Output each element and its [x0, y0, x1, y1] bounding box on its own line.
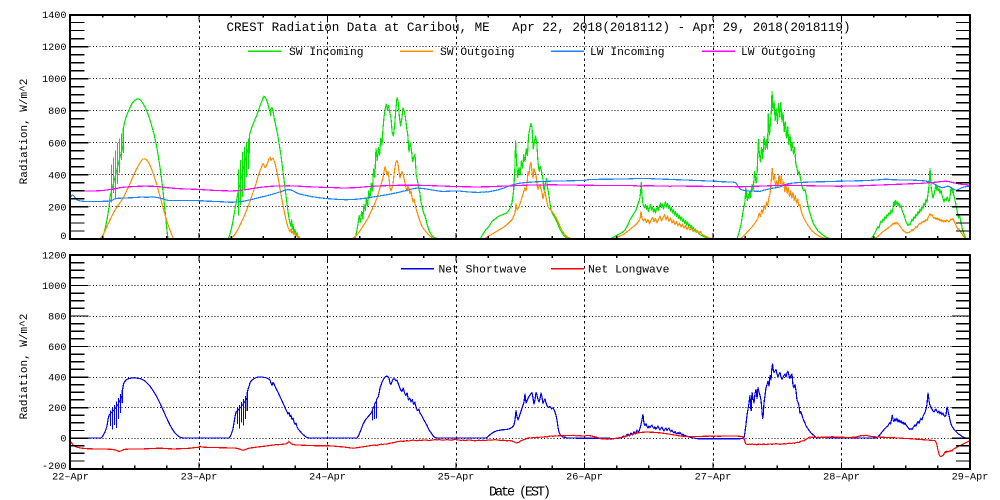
svg-text:600: 600	[48, 139, 66, 150]
svg-text:1200: 1200	[42, 252, 66, 263]
svg-text:22–Apr: 22–Apr	[52, 473, 89, 484]
svg-text:26–Apr: 26–Apr	[566, 473, 603, 484]
svg-text:23–Apr: 23–Apr	[181, 473, 218, 484]
svg-text:27–Apr: 27–Apr	[695, 473, 732, 484]
svg-text:Net Shortwave: Net Shortwave	[439, 265, 527, 277]
svg-text:1400: 1400	[42, 11, 66, 22]
svg-text:0: 0	[60, 435, 66, 446]
svg-text:800: 800	[48, 313, 66, 324]
svg-text:Net Longwave: Net Longwave	[588, 265, 670, 277]
svg-text:25–Apr: 25–Apr	[438, 473, 475, 484]
svg-text:LW Outgoing: LW Outgoing	[741, 47, 816, 59]
svg-text:800: 800	[48, 107, 66, 118]
svg-text:0: 0	[60, 232, 66, 243]
svg-text:600: 600	[48, 343, 66, 354]
svg-text:200: 200	[48, 203, 66, 214]
svg-text:24–Apr: 24–Apr	[309, 473, 346, 484]
svg-text:1000: 1000	[42, 75, 66, 86]
svg-text:1000: 1000	[42, 282, 66, 293]
svg-text:400: 400	[48, 171, 66, 182]
svg-text:1200: 1200	[42, 43, 66, 54]
svg-text:-200: -200	[42, 462, 66, 473]
svg-text:Radiation, W/m^2: Radiation, W/m^2	[19, 79, 31, 185]
svg-text:CREST Radiation Data at Caribo: CREST Radiation Data at Caribou, ME Apr …	[227, 21, 851, 35]
svg-text:Radiation, W/m^2: Radiation, W/m^2	[19, 314, 31, 420]
svg-text:SW Incoming: SW Incoming	[289, 47, 364, 59]
svg-text:SW Outgoing: SW Outgoing	[440, 47, 515, 59]
svg-text:400: 400	[48, 374, 66, 385]
svg-text:LW Incoming: LW Incoming	[590, 47, 665, 59]
svg-text:29–Apr: 29–Apr	[952, 473, 989, 484]
svg-text:28–Apr: 28–Apr	[823, 473, 860, 484]
svg-text:Date (EST): Date (EST)	[489, 486, 551, 500]
svg-text:200: 200	[48, 404, 66, 415]
